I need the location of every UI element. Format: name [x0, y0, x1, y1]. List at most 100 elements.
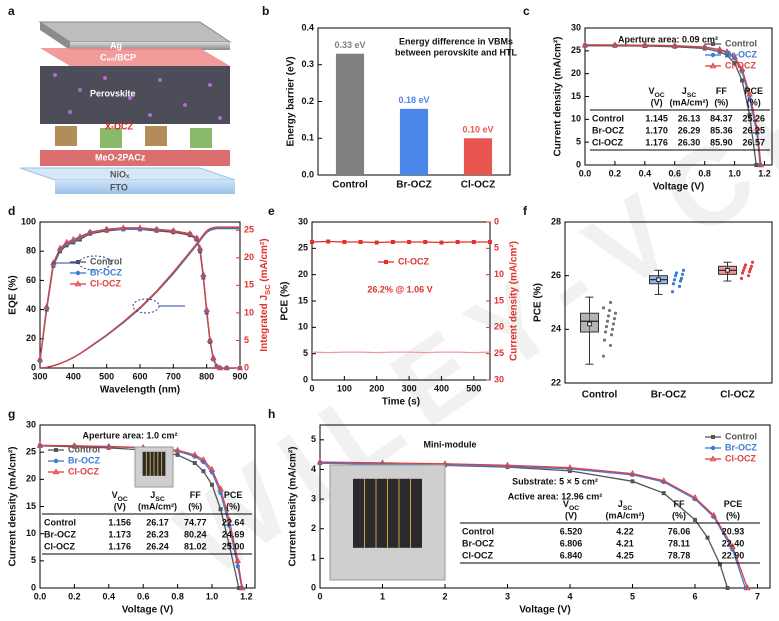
table-header: VOC: [112, 490, 128, 503]
annotation: Aperture area: 0.09 cm²: [618, 34, 718, 44]
x-tick-label: 1.0: [728, 168, 741, 178]
point: [748, 267, 753, 271]
point: [747, 270, 752, 274]
marker: [76, 232, 84, 239]
bar: [399, 108, 429, 175]
table-cell: 80.24: [184, 529, 207, 539]
plot-area: [40, 226, 240, 368]
point: [607, 308, 612, 313]
x-tick-label: 700: [166, 371, 181, 381]
table-cell: 6.520: [560, 526, 583, 536]
marker: [120, 224, 127, 231]
marker: [611, 41, 619, 48]
point: [749, 264, 754, 268]
point: [743, 263, 748, 267]
marker: [36, 355, 44, 362]
value-label: 0.18 eV: [398, 95, 429, 105]
table-cell: 25.26: [743, 113, 766, 123]
legend-label: Control: [90, 256, 122, 266]
table-header: PCE: [724, 499, 743, 509]
legend-label: Cl-OCZ: [725, 453, 756, 463]
marker: [71, 442, 78, 449]
marker: [723, 48, 731, 55]
table-cell: Br-OCZ: [592, 125, 624, 135]
marker: [731, 53, 738, 60]
x-tick-label: 0.2: [68, 591, 81, 601]
annotation: Mini-module: [424, 439, 477, 449]
marker: [316, 458, 324, 465]
marker: [203, 305, 210, 312]
xocz-molecules: [55, 126, 212, 148]
mean: [656, 277, 661, 282]
table-cell: 26.57: [743, 137, 766, 147]
y-tick-label: 15: [571, 91, 581, 101]
marker: [716, 45, 723, 52]
marker: [193, 234, 200, 241]
y-tick-label: 30: [571, 22, 581, 32]
y-tick-label: 15: [26, 501, 36, 511]
marker: [175, 452, 180, 457]
text-part: FF: [190, 490, 201, 500]
x-tick-label: 500: [99, 371, 114, 381]
table-header: JSC: [682, 86, 697, 99]
y-tick-label: 3: [311, 493, 316, 503]
legend-label: Cl-OCZ: [725, 60, 756, 70]
y2-axis-label: Integrated JSC (mA/cm²): [259, 238, 273, 351]
y-axis-label: Energy barrier (eV): [286, 56, 297, 146]
panel-label: h: [268, 407, 275, 421]
y-tick-label: 20: [26, 333, 36, 343]
layer-meo: [40, 150, 230, 166]
point: [608, 300, 613, 305]
y-tick-label: 0.2: [301, 96, 314, 106]
marker: [423, 240, 428, 245]
layer-label: X-OCZ: [105, 121, 134, 131]
y-tick-label: 80: [26, 246, 36, 256]
table-header-unit: (mA/cm²): [605, 510, 644, 520]
marker: [455, 240, 460, 245]
x-tick-label: 0.4: [639, 168, 652, 178]
table-cell: 1.145: [645, 113, 668, 123]
y-tick-label: 10: [571, 114, 581, 124]
y-tick-label: 26: [551, 270, 561, 280]
marker: [56, 244, 64, 251]
marker: [729, 542, 736, 549]
table-cell: 26.13: [678, 113, 701, 123]
y-tick-label: 2: [311, 523, 316, 533]
marker: [488, 240, 492, 245]
marker: [210, 482, 214, 487]
marker: [747, 96, 752, 101]
x-tick-label: 0.8: [171, 591, 184, 601]
x-tick-label: 800: [199, 371, 214, 381]
table-cell: 26.17: [146, 517, 169, 527]
x-tick-label: 500: [466, 383, 481, 393]
mean: [725, 268, 730, 273]
marker: [43, 303, 50, 309]
annotation: Substrate: 5 × 5 cm²: [512, 476, 598, 486]
table-cell: Control: [592, 113, 624, 123]
table-header: PCE: [224, 490, 243, 500]
y-tick-label: 0: [576, 159, 581, 169]
marker: [223, 364, 230, 371]
x-tick-label: 0.2: [609, 168, 622, 178]
table-cell: 4.25: [616, 550, 634, 560]
point: [613, 311, 618, 315]
text-part: V: [563, 499, 569, 509]
legend-label: Br-OCZ: [68, 455, 100, 465]
layer-fto: [55, 180, 235, 194]
marker: [225, 516, 233, 523]
marker: [54, 448, 58, 452]
x-axis-label: Wavelength (nm): [100, 385, 180, 396]
marker: [709, 455, 717, 462]
table-cell: 26.24: [146, 541, 169, 551]
x-tick-label: Cl-OCZ: [720, 390, 754, 401]
x-tick-label: Control: [332, 180, 368, 191]
y-axis-label: PCE (%): [533, 283, 544, 322]
y-tick-label: 5: [311, 434, 316, 444]
y-tick-label: 60: [26, 275, 36, 285]
legend-label: Control: [68, 444, 100, 454]
marker: [740, 78, 745, 83]
annotation: between perovskite and HTL: [395, 47, 518, 57]
panel-label: a: [8, 4, 15, 18]
table-header: JSC: [618, 499, 633, 512]
